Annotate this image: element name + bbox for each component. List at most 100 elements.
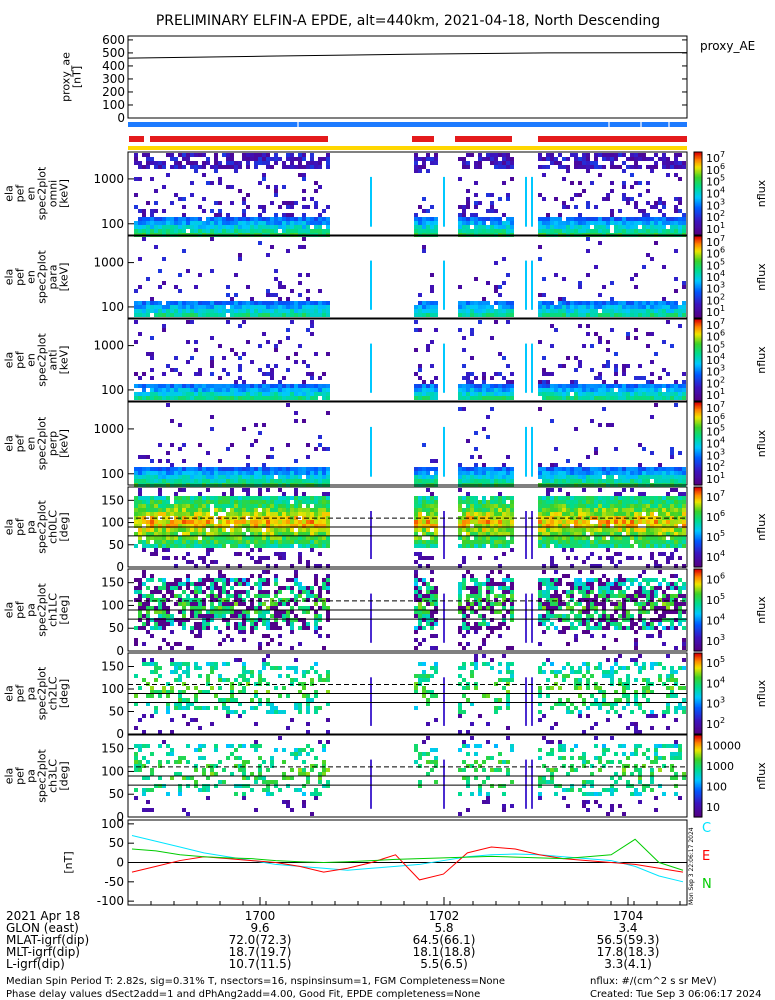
- heat-cell: [474, 508, 478, 512]
- heat-cell: [482, 508, 486, 512]
- heat-cell: [462, 475, 466, 479]
- heat-cell: [242, 388, 246, 392]
- heat-cell: [682, 221, 686, 225]
- heat-cell: [258, 528, 262, 532]
- heat-cell: [506, 512, 510, 516]
- heat-cell: [462, 536, 466, 540]
- heat-cell: [582, 392, 586, 396]
- heat-cell: [270, 606, 274, 610]
- heat-cell: [478, 646, 482, 650]
- heat-cell: [262, 463, 266, 467]
- heat-cell: [654, 479, 658, 483]
- heat-cell: [654, 161, 658, 165]
- heat-cell: [182, 443, 186, 447]
- heat-cell: [502, 153, 506, 157]
- heat-cell: [226, 320, 230, 324]
- heat-cell: [478, 532, 482, 536]
- heat-cell: [134, 153, 138, 157]
- heat-cell: [590, 161, 594, 165]
- heat-cell: [150, 606, 154, 610]
- heat-cell: [234, 578, 238, 582]
- heat-cell: [486, 536, 490, 540]
- heat-cell: [586, 508, 590, 512]
- heat-cell: [426, 348, 430, 352]
- heat-cell: [278, 590, 282, 594]
- heat-cell: [430, 396, 434, 400]
- heat-cell: [478, 309, 482, 313]
- heat-cell: [586, 496, 590, 500]
- heat-cell: [254, 532, 258, 536]
- heat-cell: [554, 467, 558, 471]
- heat-cell: [218, 500, 222, 504]
- heat-cell: [142, 508, 146, 512]
- heat-cell: [566, 496, 570, 500]
- heat-cell: [414, 590, 418, 594]
- heat-cell: [606, 540, 610, 544]
- heat-cell: [626, 197, 630, 201]
- heat-cell: [162, 614, 166, 618]
- heat-cell: [558, 217, 562, 221]
- heat-cell: [478, 396, 482, 400]
- heat-cell: [230, 532, 234, 536]
- heat-cell: [578, 532, 582, 536]
- heat-cell: [282, 586, 286, 590]
- heat-cell: [558, 488, 562, 492]
- heat-cell: [182, 556, 186, 560]
- heat-cell: [134, 479, 138, 483]
- heat-cell: [238, 602, 242, 606]
- heat-cell: [194, 524, 198, 528]
- heat-cell: [510, 309, 514, 313]
- heat-cell: [430, 578, 434, 582]
- heat-cell: [298, 245, 302, 249]
- heat-cell: [170, 582, 174, 586]
- heat-cell: [262, 532, 266, 536]
- heat-cell: [158, 221, 162, 225]
- heat-cell: [250, 540, 254, 544]
- heat-cell: [418, 622, 422, 626]
- heat-cell: [602, 471, 606, 475]
- heat-cell: [682, 528, 686, 532]
- heat-cell: [286, 586, 290, 590]
- heat-cell: [142, 475, 146, 479]
- heat-cell: [278, 488, 282, 492]
- heat-cell: [286, 578, 290, 582]
- heat-cell: [562, 384, 566, 388]
- heat-cell: [566, 532, 570, 536]
- heat-cell: [254, 217, 258, 221]
- heat-cell: [170, 504, 174, 508]
- heat-cell: [682, 392, 686, 396]
- heat-cell: [502, 213, 506, 217]
- heat-cell: [270, 467, 274, 471]
- heat-cell: [618, 504, 622, 508]
- heat-cell: [562, 177, 566, 181]
- heat-cell: [606, 229, 610, 233]
- heat-cell: [270, 229, 274, 233]
- proxy-ae-ylabel-1: [nT]: [71, 66, 84, 88]
- heat-cell: [638, 157, 642, 161]
- heat-cell: [266, 590, 270, 594]
- heat-cell: [230, 606, 234, 610]
- heat-cell: [298, 606, 302, 610]
- heat-cell: [238, 392, 242, 396]
- heat-cell: [510, 471, 514, 475]
- heat-cell: [150, 356, 154, 360]
- heat-cell: [466, 467, 470, 471]
- heat-cell: [278, 221, 282, 225]
- heat-cell: [206, 221, 210, 225]
- heat-cell: [206, 618, 210, 622]
- heat-cell: [314, 467, 318, 471]
- heat-cell: [662, 153, 666, 157]
- heat-cell: [310, 313, 314, 317]
- heat-cell: [286, 528, 290, 532]
- heat-cell: [486, 209, 490, 213]
- heat-cell: [182, 205, 186, 209]
- heat-cell: [634, 396, 638, 400]
- heat-cell: [246, 488, 250, 492]
- heat-cell: [258, 488, 262, 492]
- heat-cell: [550, 528, 554, 532]
- heat-cell: [678, 201, 682, 205]
- heat-cell: [474, 630, 478, 634]
- heat-cell: [558, 475, 562, 479]
- heat-cell: [678, 324, 682, 328]
- heat-cell: [610, 161, 614, 165]
